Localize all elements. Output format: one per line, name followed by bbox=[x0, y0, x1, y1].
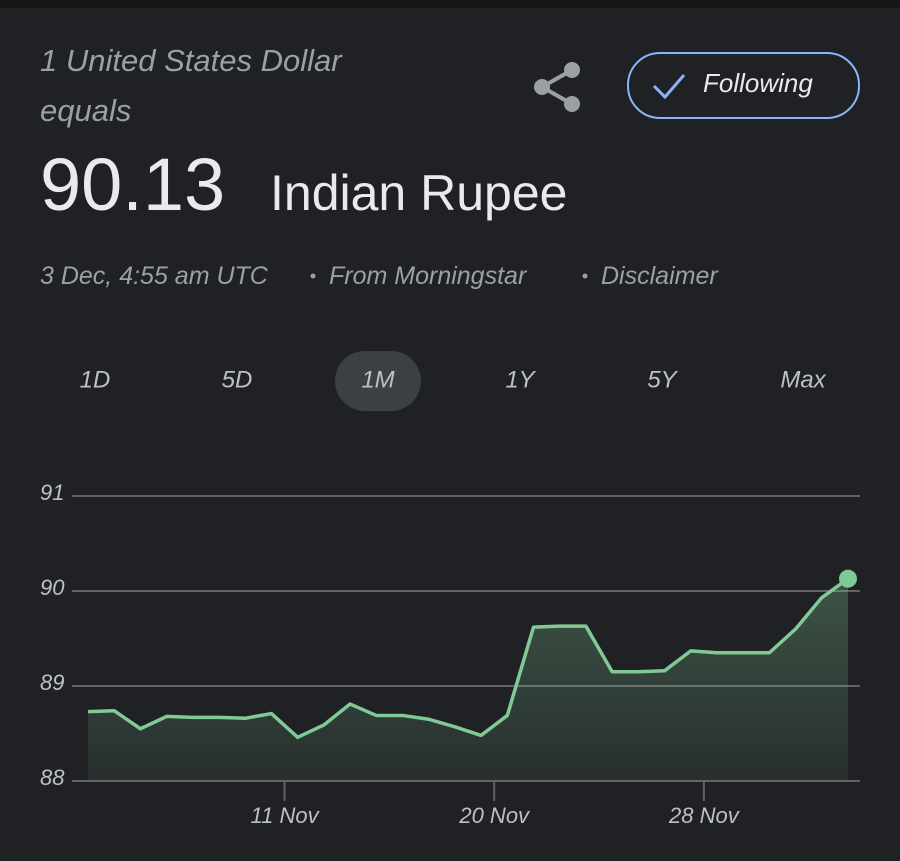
range-tab[interactable]: Max bbox=[780, 366, 826, 393]
range-tab[interactable]: 5Y bbox=[647, 366, 678, 393]
header-line: 1 United States Dollar bbox=[40, 43, 343, 78]
area bbox=[88, 578, 848, 781]
x-tick-label: 11 Nov bbox=[251, 803, 321, 828]
currency: Indian Rupee bbox=[270, 165, 567, 221]
source: From Morningstar bbox=[329, 262, 528, 290]
share-button[interactable] bbox=[534, 62, 580, 112]
follow-button[interactable]: Following bbox=[627, 52, 860, 119]
range-tab[interactable]: 1Y bbox=[505, 366, 536, 393]
line bbox=[87, 577, 850, 740]
rate: 90.13 bbox=[40, 143, 225, 226]
y-tick-label: 90 bbox=[40, 575, 65, 600]
timestamp: 3 Dec, 4:55 am UTC bbox=[40, 262, 269, 290]
range-tab[interactable]: 1M bbox=[361, 366, 394, 393]
y-tick-label: 91 bbox=[40, 480, 64, 505]
top-strip bbox=[0, 0, 900, 8]
x-tick-label: 20 Nov bbox=[458, 803, 531, 828]
x-tick-label: 28 Nov bbox=[668, 803, 741, 828]
header-line: equals bbox=[40, 93, 131, 128]
disclaimer-link[interactable]: Disclaimer bbox=[601, 262, 719, 290]
separator bbox=[310, 273, 316, 279]
y-tick-label: 89 bbox=[40, 670, 64, 695]
range-tab[interactable]: 1D bbox=[80, 366, 111, 393]
separator bbox=[582, 273, 588, 279]
last-point bbox=[839, 569, 857, 588]
follow-label: Following bbox=[703, 68, 813, 98]
range-tab[interactable]: 5D bbox=[222, 366, 253, 393]
tab-highlight bbox=[335, 351, 421, 411]
y-tick-label: 88 bbox=[40, 765, 65, 790]
